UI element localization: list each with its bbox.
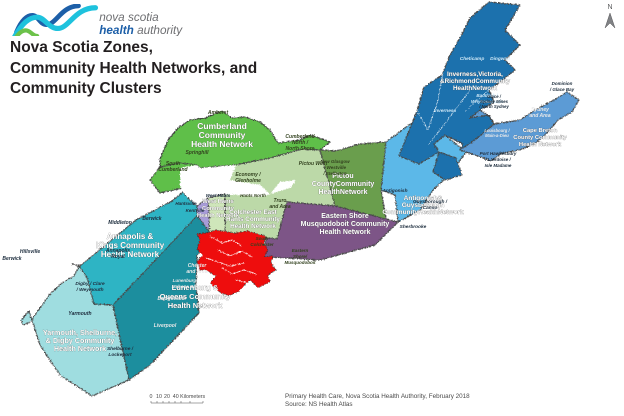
svg-text:/ Westville: / Westville <box>323 165 346 170</box>
svg-text:Eastern Shore: Eastern Shore <box>321 213 369 220</box>
svg-text:Health Network: Health Network <box>168 301 223 310</box>
svg-text:and Area: and Area <box>529 113 550 119</box>
svg-text:New Glasgow: New Glasgow <box>320 159 350 164</box>
svg-text:Annapolis &: Annapolis & <box>107 232 154 241</box>
svg-text:40 Kilometers: 40 Kilometers <box>173 394 206 400</box>
svg-text:Health Network: Health Network <box>54 344 106 353</box>
svg-text:Health Network: Health Network <box>191 139 253 149</box>
svg-text:Yarmouth: Yarmouth <box>68 311 91 317</box>
svg-text:Colchester East: Colchester East <box>229 209 277 216</box>
svg-text:and Area: and Area <box>186 269 207 275</box>
svg-text:Health Network: Health Network <box>320 229 371 236</box>
svg-text:Berwick: Berwick <box>2 256 21 262</box>
svg-text:Liverpool: Liverpool <box>154 323 177 329</box>
svg-text:/ North Sydney: / North Sydney <box>478 104 509 109</box>
svg-text:Guysborough /: Guysborough / <box>413 199 448 205</box>
svg-text:Bridgewater: Bridgewater <box>158 296 188 302</box>
svg-text:West Hants: West Hants <box>206 193 231 198</box>
svg-text:Antigonish: Antigonish <box>381 188 407 194</box>
svg-text:Hantsville: Hantsville <box>175 201 197 206</box>
svg-text:20: 20 <box>164 394 170 400</box>
svg-text:Lockeport: Lockeport <box>108 352 132 358</box>
svg-text:Musquodoboit: Musquodoboit <box>285 260 316 265</box>
svg-text:Berwick: Berwick <box>142 216 161 222</box>
svg-text:Eastern: Eastern <box>292 248 309 253</box>
svg-text:Colchester: Colchester <box>250 242 274 247</box>
svg-text:HealthNetwork: HealthNetwork <box>318 189 367 196</box>
svg-text:Hillsville: Hillsville <box>20 249 41 255</box>
svg-text:Inverness,Victoria,: Inverness,Victoria, <box>447 71 503 78</box>
svg-text:Port Hawkesbury: Port Hawkesbury <box>480 151 517 156</box>
svg-text:Canso: Canso <box>423 205 438 211</box>
svg-text:N: N <box>607 4 612 11</box>
svg-text:Dominion: Dominion <box>552 81 573 86</box>
svg-text:&RichmondCommunity: &RichmondCommunity <box>440 78 510 85</box>
svg-text:Springhill: Springhill <box>185 150 209 156</box>
svg-text:Mahone Bay: Mahone Bay <box>172 284 199 289</box>
svg-text:Source: NS Health Atlas: Source: NS Health Atlas <box>285 401 353 408</box>
svg-text:Sherbrooke: Sherbrooke <box>400 224 427 230</box>
svg-text:Kentville: Kentville <box>186 208 205 213</box>
svg-text:Main-a-Dieu: Main-a-Dieu <box>485 133 509 138</box>
svg-text:Glenholme: Glenholme <box>235 178 261 184</box>
svg-text:North Shore: North Shore <box>286 146 315 152</box>
svg-text:County Community: County Community <box>513 135 567 141</box>
svg-text:West Hants: West Hants <box>202 199 233 205</box>
svg-text:Digby / Clare: Digby / Clare <box>75 281 105 287</box>
svg-text:Dingwall: Dingwall <box>490 56 510 62</box>
svg-text:Isle Madame: Isle Madame <box>485 163 512 168</box>
svg-text:10: 10 <box>156 394 162 400</box>
svg-text:Hants North: Hants North <box>240 193 266 198</box>
svg-text:/ L'Ardoise /: / L'Ardoise / <box>484 157 511 162</box>
svg-text:Shore/: Shore/ <box>293 254 308 259</box>
svg-text:Lunenburg/: Lunenburg/ <box>173 278 198 283</box>
svg-text:Middleton: Middleton <box>108 220 132 226</box>
svg-text:Cape Breton: Cape Breton <box>523 128 558 134</box>
svg-text:Royal: Royal <box>111 254 125 260</box>
svg-text:Cheticamp: Cheticamp <box>460 56 485 62</box>
svg-text:0: 0 <box>150 394 153 400</box>
svg-text:and Area: and Area <box>269 204 290 210</box>
svg-text:Amherst: Amherst <box>207 110 229 116</box>
svg-text:Musquodoboit Community: Musquodoboit Community <box>301 221 390 228</box>
svg-text:Health Network: Health Network <box>230 223 276 230</box>
svg-text:Hants Community: Hants Community <box>226 216 280 223</box>
svg-text:South: South <box>256 236 269 241</box>
svg-text:/ Stellarton: / Stellarton <box>322 171 347 176</box>
svg-text:/ Weymouth: / Weymouth <box>75 287 103 293</box>
svg-text:Health Network: Health Network <box>519 142 562 148</box>
svg-text:HealthNetwork: HealthNetwork <box>453 85 498 92</box>
svg-text:Inverness: Inverness <box>434 108 457 114</box>
svg-text:CountyCommunity: CountyCommunity <box>312 181 375 188</box>
svg-text:Cumberland: Cumberland <box>158 167 188 173</box>
svg-text:Shelburne /: Shelburne / <box>107 346 134 352</box>
svg-text:Primary Health Care, Nova Scot: Primary Health Care, Nova Scotia Health … <box>285 393 470 400</box>
svg-text:/ Glace Bay: / Glace Bay <box>549 87 575 92</box>
